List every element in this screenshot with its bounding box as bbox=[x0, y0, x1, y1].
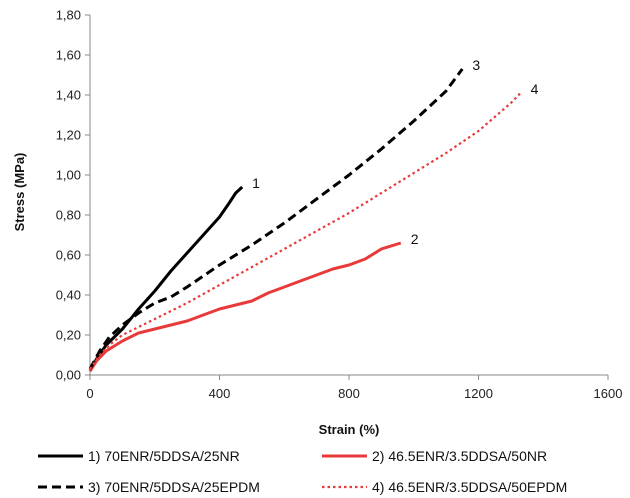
y-tick-label: 1,80 bbox=[56, 8, 81, 23]
series-line-1 bbox=[88, 185, 244, 372]
legend: 1) 70ENR/5DDSA/25NR 2) 46.5ENR/3.5DDSA/50… bbox=[38, 448, 567, 495]
series-line-2 bbox=[88, 241, 402, 372]
x-tick-label: 0 bbox=[86, 386, 93, 401]
y-axis-title: Stress (MPa) bbox=[12, 153, 27, 232]
legend-label-2: 2) 46.5ENR/3.5DDSA/50NR bbox=[372, 448, 547, 464]
y-tick-label: 0,40 bbox=[56, 288, 81, 303]
x-tick-label: 400 bbox=[209, 386, 231, 401]
axes bbox=[89, 15, 608, 376]
y-tick-label: 0,20 bbox=[56, 328, 81, 343]
legend-label-4: 4) 46.5ENR/3.5DDSA/50EPDM bbox=[372, 479, 567, 495]
series-line-3 bbox=[88, 68, 464, 370]
x-axis-ticks: 0 400 800 1200 1600 bbox=[86, 375, 622, 401]
x-axis-title: Strain (%) bbox=[319, 422, 380, 437]
y-tick-label: 1,60 bbox=[56, 48, 81, 63]
series-line-4 bbox=[89, 92, 522, 370]
y-tick-label: 0,60 bbox=[56, 248, 81, 263]
legend-label-1: 1) 70ENR/5DDSA/25NR bbox=[88, 448, 240, 464]
y-tick-label: 1,40 bbox=[56, 88, 81, 103]
curve-label-3: 3 bbox=[472, 57, 480, 73]
x-tick-label: 1200 bbox=[464, 386, 493, 401]
curve-labels: 1 2 3 4 bbox=[252, 57, 538, 247]
curve-label-4: 4 bbox=[531, 81, 539, 97]
y-tick-label: 0,80 bbox=[56, 208, 81, 223]
y-tick-label: 1,20 bbox=[56, 128, 81, 143]
x-tick-label: 1600 bbox=[594, 386, 623, 401]
y-axis-ticks: 0,00 0,20 0,40 0,60 0,80 1,00 1,20 1,40 1,60 1,80 bbox=[56, 8, 90, 383]
curve-label-2: 2 bbox=[411, 231, 419, 247]
legend-label-3: 3) 70ENR/5DDSA/25EPDM bbox=[88, 479, 260, 495]
curve-label-1: 1 bbox=[252, 175, 260, 191]
x-tick-label: 800 bbox=[338, 386, 360, 401]
y-tick-label: 0,00 bbox=[56, 368, 81, 383]
series-lines bbox=[88, 68, 522, 372]
y-tick-label: 1,00 bbox=[56, 168, 81, 183]
